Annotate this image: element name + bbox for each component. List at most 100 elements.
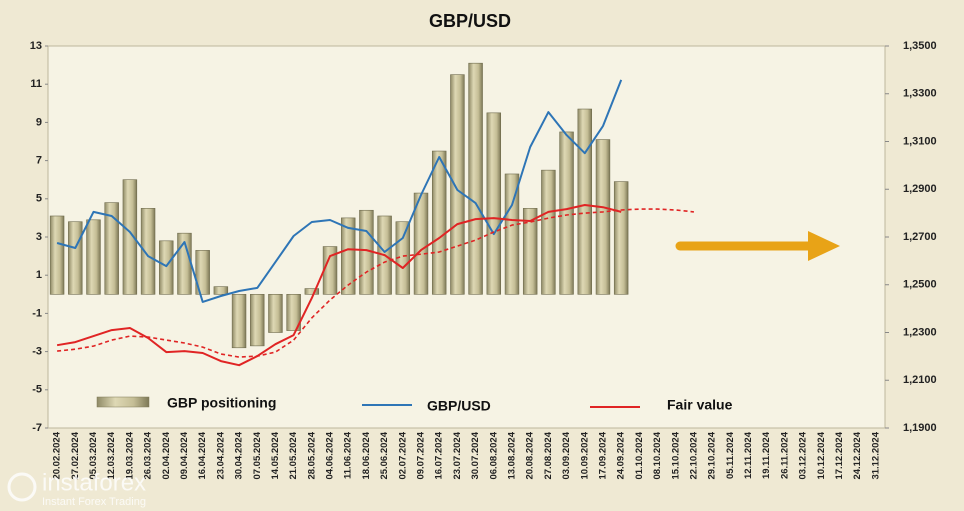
legend-label: GBP/USD xyxy=(427,398,491,414)
x-tick-label: 11.06.2024 xyxy=(343,431,354,479)
bar xyxy=(504,173,520,295)
bar xyxy=(68,221,83,295)
bar xyxy=(195,250,210,295)
bar xyxy=(541,169,556,295)
bar xyxy=(286,293,301,331)
bar xyxy=(341,217,356,295)
y-tick-label: -3 xyxy=(32,346,42,358)
chart-title: GBP/USD xyxy=(429,11,511,31)
x-tick-label: 18.06.2024 xyxy=(361,431,372,479)
x-tick-label: 24.12.2024 xyxy=(852,431,863,479)
x-tick-label: 31.12.2024 xyxy=(870,431,881,479)
legend-label: Fair value xyxy=(667,397,733,413)
x-tick-label: 12.11.2024 xyxy=(743,431,754,479)
x-tick-label: 17.09.2024 xyxy=(597,431,608,479)
x-tick-label: 17.12.2024 xyxy=(834,431,845,479)
x-tick-label: 04.06.2024 xyxy=(325,431,336,479)
x-tick-label: 06.08.2024 xyxy=(488,431,499,479)
y2-tick-label: 1,2500 xyxy=(903,279,937,291)
y2-tick-label: 1,3100 xyxy=(903,135,937,147)
x-tick-label: 13.08.2024 xyxy=(507,431,518,479)
y2-tick-label: 1,2300 xyxy=(903,326,937,338)
bar xyxy=(140,208,156,295)
y-tick-label: 9 xyxy=(36,116,42,128)
bar xyxy=(250,293,265,347)
bar xyxy=(486,112,502,295)
y-tick-label: 13 xyxy=(30,40,42,52)
watermark-logo xyxy=(7,472,37,502)
bar xyxy=(213,286,229,295)
bar xyxy=(304,288,320,295)
bar xyxy=(86,219,101,295)
x-tick-label: 27.02.2024 xyxy=(70,431,81,479)
marks: -7-5-3-11357911131,19001,21001,23001,250… xyxy=(30,40,937,480)
bar xyxy=(122,179,138,295)
y-tick-label: -7 xyxy=(32,422,42,434)
watermark-brand: instaforex xyxy=(42,469,146,496)
x-tick-label: 16.07.2024 xyxy=(434,431,445,479)
x-tick-label: 27.08.2024 xyxy=(543,431,554,479)
trend-arrow-head xyxy=(808,231,840,261)
x-tick-label: 09.07.2024 xyxy=(416,431,427,479)
x-tick-label: 26.11.2024 xyxy=(779,431,790,479)
x-tick-label: 19.03.2024 xyxy=(124,431,135,479)
x-tick-label: 02.07.2024 xyxy=(397,431,408,479)
bar xyxy=(104,202,119,295)
y-tick-label: 3 xyxy=(36,231,42,243)
x-tick-label: 22.10.2024 xyxy=(688,431,699,479)
x-tick-label: 28.05.2024 xyxy=(306,431,317,479)
y-tick-label: -5 xyxy=(32,384,42,396)
bar xyxy=(231,293,247,349)
y-tick-label: 1 xyxy=(36,269,42,281)
bar xyxy=(613,181,629,295)
x-tick-label: 14.05.2024 xyxy=(270,431,281,479)
x-tick-label: 12.03.2024 xyxy=(106,431,117,479)
y2-tick-label: 1,1900 xyxy=(903,422,937,434)
x-tick-label: 23.04.2024 xyxy=(215,431,226,479)
x-tick-label: 02.04.2024 xyxy=(161,431,172,479)
line xyxy=(56,204,622,367)
x-tick-label: 03.09.2024 xyxy=(561,431,572,479)
bar xyxy=(595,139,611,295)
bar xyxy=(559,131,574,295)
legend-swatch-bar xyxy=(96,396,150,408)
bar xyxy=(49,215,65,295)
x-tick-label: 23.07.2024 xyxy=(452,431,463,479)
bar xyxy=(159,240,174,295)
x-tick-label: 09.04.2024 xyxy=(179,431,190,479)
line xyxy=(56,79,623,303)
x-tick-label: 10.09.2024 xyxy=(579,431,590,479)
x-tick-label: 10.12.2024 xyxy=(816,431,827,479)
legend-label: GBP positioning xyxy=(167,395,276,411)
y2-tick-label: 1,3300 xyxy=(903,88,937,100)
bar xyxy=(450,74,465,295)
y2-tick-label: 1,2700 xyxy=(903,231,937,243)
bar xyxy=(268,293,283,333)
y-tick-label: 11 xyxy=(30,78,42,90)
bar xyxy=(522,208,538,295)
y-tick-label: 7 xyxy=(36,155,42,167)
plot-area xyxy=(47,45,886,429)
y2-tick-label: 1,3500 xyxy=(903,40,937,52)
watermark-tagline: Instant Forex Trading xyxy=(42,496,146,508)
x-tick-label: 16.04.2024 xyxy=(197,431,208,479)
x-tick-label: 30.04.2024 xyxy=(234,431,245,479)
bar xyxy=(577,108,592,295)
x-tick-label: 21.05.2024 xyxy=(288,431,299,479)
x-tick-label: 26.03.2024 xyxy=(143,431,154,479)
bar xyxy=(468,62,483,295)
x-tick-label: 05.03.2024 xyxy=(88,431,99,479)
x-tick-label: 24.09.2024 xyxy=(616,431,627,479)
line xyxy=(57,208,694,358)
bar xyxy=(431,150,447,295)
x-tick-label: 30.07.2024 xyxy=(470,431,481,479)
x-tick-label: 05.11.2024 xyxy=(725,431,736,479)
x-tick-label: 25.06.2024 xyxy=(379,431,390,479)
x-tick-label: 20.02.2024 xyxy=(52,431,63,479)
x-tick-label: 15.10.2024 xyxy=(670,431,681,479)
x-tick-label: 19.11.2024 xyxy=(761,431,772,479)
x-tick-label: 07.05.2024 xyxy=(252,431,263,479)
y-tick-label: -1 xyxy=(32,307,42,319)
